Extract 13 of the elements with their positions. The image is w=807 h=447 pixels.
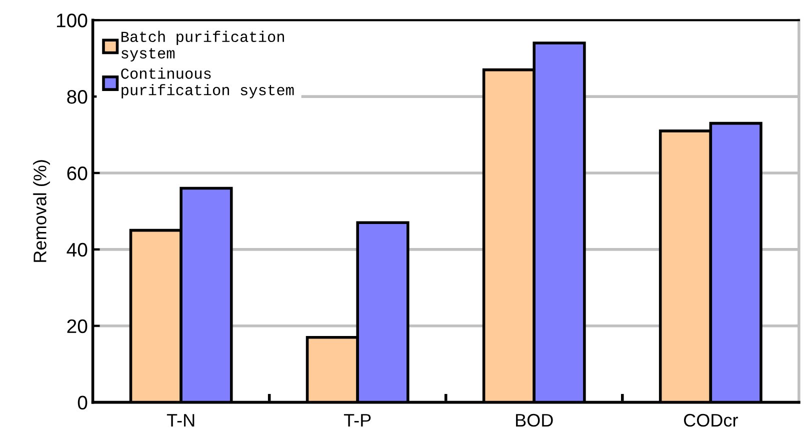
x-tick-label: T-P [344, 414, 371, 426]
y-tick-label: 0 [78, 396, 88, 410]
y-axis-title: Removal (%) [33, 160, 50, 262]
y-tick-label: 80 [67, 90, 88, 104]
legend-label: Batch purification system [122, 30, 284, 62]
legend-label: Continuous purification system [121, 68, 294, 98]
x-tick-label: T-N [166, 414, 194, 426]
y-tick-label: 20 [67, 319, 88, 334]
y-tick-label: 60 [67, 166, 88, 180]
x-tick-label: BOD [516, 414, 553, 427]
y-tick-label: 100 [56, 14, 88, 28]
y-tick-label: 40 [66, 242, 88, 257]
x-tick-label: CODcr [684, 414, 738, 427]
